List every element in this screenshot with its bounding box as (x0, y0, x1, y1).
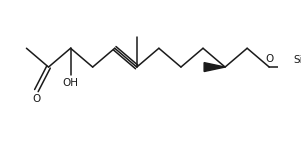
Text: Si: Si (293, 55, 301, 65)
Text: O: O (32, 94, 41, 104)
Text: OH: OH (63, 78, 79, 88)
Polygon shape (204, 63, 225, 71)
Text: O: O (265, 54, 273, 64)
